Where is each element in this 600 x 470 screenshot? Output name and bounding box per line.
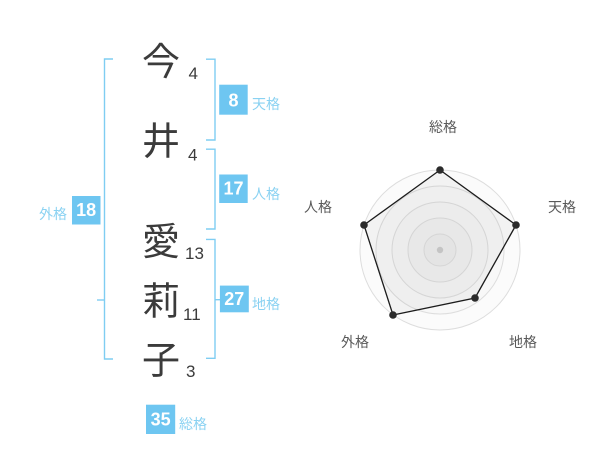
svg-text:人格: 人格 [304, 197, 332, 217]
svg-text:11: 11 [183, 305, 201, 324]
svg-text:13: 13 [185, 244, 204, 263]
svg-text:35: 35 [151, 410, 171, 430]
svg-text:井: 井 [142, 111, 180, 166]
svg-text:4: 4 [189, 64, 198, 83]
svg-text:17: 17 [223, 179, 243, 199]
svg-text:今: 今 [142, 31, 180, 86]
svg-text:子: 子 [142, 330, 180, 385]
svg-text:外格: 外格 [341, 332, 369, 352]
svg-text:莉: 莉 [142, 271, 180, 326]
svg-text:総格: 総格 [429, 117, 457, 137]
svg-text:地格: 地格 [509, 332, 537, 352]
svg-text:天格: 天格 [252, 94, 280, 114]
svg-text:8: 8 [228, 91, 238, 111]
svg-text:総格: 総格 [179, 414, 207, 434]
svg-text:外格: 外格 [39, 204, 67, 224]
svg-text:4: 4 [188, 146, 197, 165]
svg-text:3: 3 [186, 362, 195, 381]
svg-text:地格: 地格 [252, 294, 280, 314]
svg-text:人格: 人格 [252, 184, 280, 204]
svg-text:天格: 天格 [548, 197, 576, 217]
svg-text:18: 18 [76, 200, 96, 220]
svg-text:27: 27 [224, 289, 244, 309]
svg-text:愛: 愛 [142, 211, 180, 266]
